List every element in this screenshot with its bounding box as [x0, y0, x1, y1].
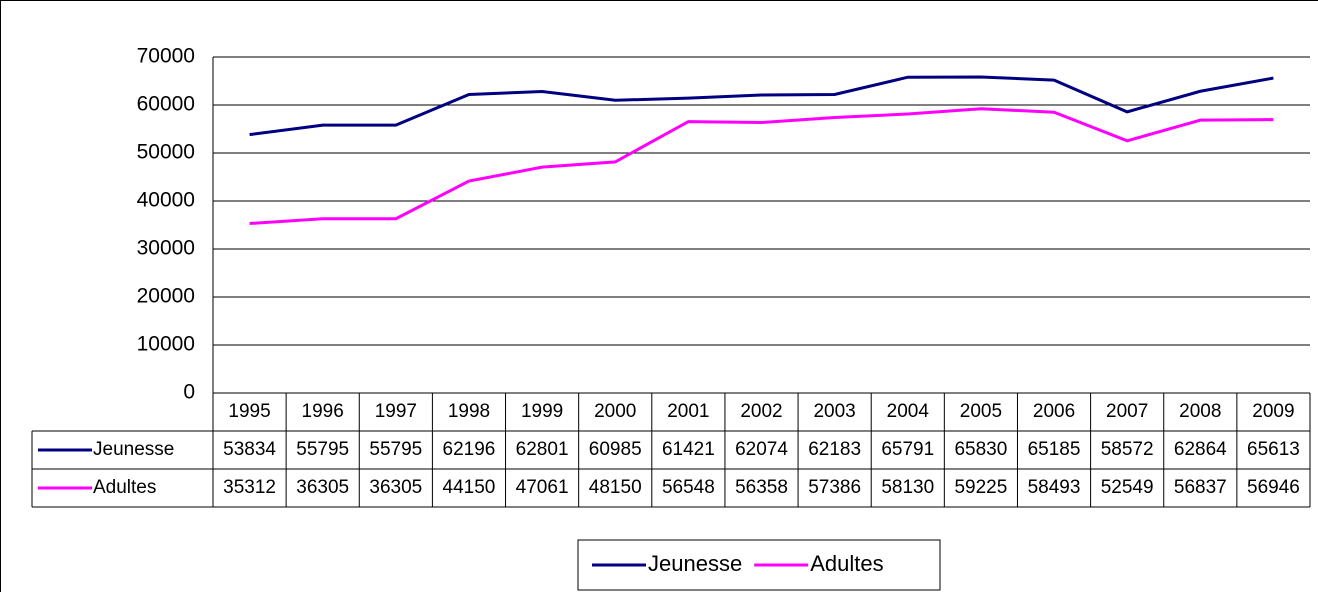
- table-cell: 52549: [1101, 477, 1154, 498]
- table-cell: 36305: [296, 477, 349, 498]
- table-cell: 62864: [1174, 439, 1227, 460]
- table-cell: 57386: [808, 477, 861, 498]
- x-tick-label: 2007: [1106, 401, 1148, 422]
- table-row-label: Jeunesse: [93, 439, 174, 460]
- table-cell: 55795: [369, 439, 422, 460]
- table-cell: 65185: [1028, 439, 1081, 460]
- y-tick-label: 70000: [137, 45, 195, 68]
- table-cell: 62196: [443, 439, 496, 460]
- y-tick-label: 10000: [137, 333, 195, 356]
- table-cell: 61421: [662, 439, 715, 460]
- legend-label: Jeunesse: [648, 551, 742, 576]
- x-tick-label: 2002: [740, 401, 782, 422]
- table-cell: 58130: [881, 477, 934, 498]
- x-tick-label: 1997: [375, 401, 417, 422]
- table-row-label: Adultes: [93, 477, 156, 498]
- x-tick-label: 1998: [448, 401, 490, 422]
- x-tick-label: 2006: [1033, 401, 1075, 422]
- line-series: [249, 107, 1274, 225]
- table-cell: 56946: [1247, 477, 1300, 498]
- table-cell: 53834: [223, 439, 276, 460]
- x-tick-label: 2004: [887, 401, 930, 422]
- y-tick-label: 30000: [137, 237, 195, 260]
- y-tick-label: 60000: [137, 93, 195, 116]
- table-cell: 65830: [954, 439, 1007, 460]
- table-cell: 59225: [954, 477, 1007, 498]
- y-tick-label: 40000: [137, 189, 195, 212]
- table-cell: 62801: [516, 439, 569, 460]
- legend-label: Adultes: [810, 551, 883, 576]
- table-cell: 36305: [369, 477, 422, 498]
- x-tick-label: 2009: [1252, 401, 1294, 422]
- table-cell: 55795: [296, 439, 349, 460]
- table-cell: 35312: [223, 477, 276, 498]
- table-cell: 56358: [735, 477, 788, 498]
- table-cell: 60985: [589, 439, 642, 460]
- table-cell: 48150: [589, 477, 642, 498]
- y-tick-label: 0: [183, 381, 195, 404]
- x-tick-label: 1996: [302, 401, 344, 422]
- table-cell: 62074: [735, 439, 788, 460]
- x-tick-label: 2008: [1179, 401, 1221, 422]
- x-tick-label: 1999: [521, 401, 563, 422]
- table-cell: 62183: [808, 439, 861, 460]
- table-cell: 58493: [1028, 477, 1081, 498]
- table-cell: 56837: [1174, 477, 1227, 498]
- table-cell: 44150: [443, 477, 496, 498]
- y-tick-label: 50000: [137, 141, 195, 164]
- table-cell: 47061: [516, 477, 569, 498]
- table-cell: 65791: [881, 439, 934, 460]
- x-tick-label: 2000: [594, 401, 636, 422]
- y-tick-label: 20000: [137, 285, 195, 308]
- x-tick-label: 2003: [813, 401, 855, 422]
- table-cell: 56548: [662, 477, 715, 498]
- table-cell: 58572: [1101, 439, 1154, 460]
- x-tick-label: 2001: [667, 401, 709, 422]
- table-cell: 65613: [1247, 439, 1300, 460]
- x-tick-label: 2005: [960, 401, 1002, 422]
- line-series: [249, 75, 1274, 137]
- x-tick-label: 1995: [228, 401, 270, 422]
